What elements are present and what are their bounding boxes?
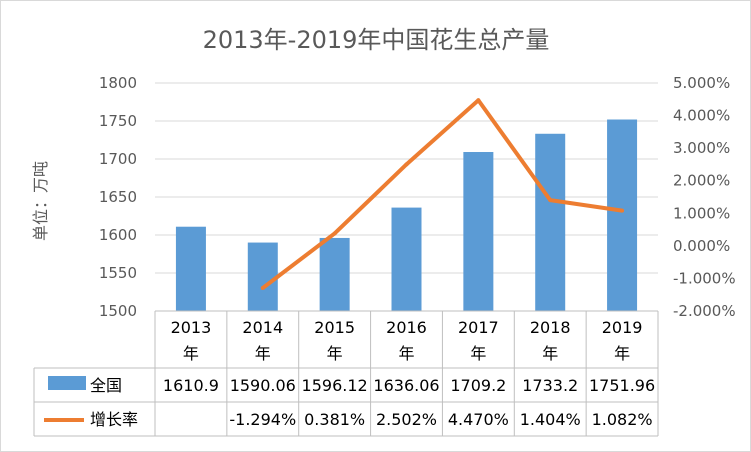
table-cell-value: 1590.06: [230, 376, 296, 395]
y2-tick-label: 0.000%: [673, 237, 730, 255]
y2-tick-label: 5.000%: [673, 74, 730, 92]
y-tick-label: 1650: [99, 188, 137, 206]
y-axis-label: 单位：万吨: [31, 161, 50, 241]
table-cell-value: 1733.2: [522, 376, 578, 395]
bar: [535, 133, 566, 311]
table-cell-value: 1751.96: [589, 376, 655, 395]
y2-axis-ticks: -2.000% -1.000% 0.000% 1.000% 2.000% 3.000% 4.…: [673, 74, 736, 320]
line-point: [404, 162, 409, 167]
bar: [463, 152, 494, 311]
line-point: [476, 98, 481, 103]
x-tick-label: 2018 年: [530, 318, 571, 363]
bar: [607, 119, 638, 311]
table-cell-value: 1709.2: [450, 376, 506, 395]
table-cell-value: 0.381%: [304, 410, 365, 429]
legend-label-line: 增长率: [90, 410, 138, 429]
table-cell-value: 1636.06: [373, 376, 439, 395]
x-tick-label: 2016 年: [386, 318, 427, 363]
y-tick-label: 1700: [99, 150, 137, 168]
table-cell-value: -1.294%: [229, 410, 296, 429]
y2-tick-label: 3.000%: [673, 139, 730, 157]
table-cell-value: 1596.12: [302, 376, 368, 395]
line-point: [548, 198, 553, 203]
y-axis-ticks: 1500 1550 1600 1650 1700 1750 1800: [99, 74, 137, 320]
x-tick-label: 2013 年: [171, 318, 212, 363]
table-cell-value: 4.470%: [448, 410, 509, 429]
line-series: [260, 98, 625, 291]
x-tick-label: 2014 年: [242, 318, 283, 363]
legend-swatch-bar: [48, 376, 86, 390]
y2-tick-label: 1.000%: [673, 204, 730, 222]
table-cell-value: 1.404%: [520, 410, 581, 429]
y2-tick-label: 2.000%: [673, 172, 730, 190]
y-tick-label: 1550: [99, 264, 137, 282]
bar: [247, 242, 278, 311]
x-tick-label: 2017 年: [458, 318, 499, 363]
bar-series: [175, 119, 638, 311]
y2-tick-label: -2.000%: [673, 302, 736, 320]
line-point: [332, 231, 337, 236]
bar: [391, 207, 422, 311]
bar: [319, 237, 350, 311]
x-tick-label: 2019 年: [602, 318, 643, 363]
y-tick-label: 1500: [99, 302, 137, 320]
y2-tick-label: -1.000%: [673, 269, 736, 287]
legend-label-bar: 全国: [90, 376, 122, 395]
data-table: 2013 年 2014 年 2015 年 2016 年 2017 年 2018 年 2019 年全国增长率…: [33, 310, 659, 437]
y-tick-label: 1600: [99, 226, 137, 244]
line-path: [261, 98, 623, 290]
line-point: [260, 286, 265, 291]
y-tick-label: 1750: [99, 112, 137, 130]
line-point: [620, 208, 625, 213]
y-tick-label: 1800: [99, 74, 137, 92]
bar: [175, 226, 206, 311]
x-tick-label: 2015 年: [314, 318, 355, 363]
chart-title: 2013年-2019年中国花生总产量: [203, 26, 550, 54]
table-cell-value: 1.082%: [592, 410, 653, 429]
table-cell-value: 1610.9: [163, 376, 219, 395]
y2-tick-label: 4.000%: [673, 107, 730, 125]
table-cell-value: 2.502%: [376, 410, 437, 429]
